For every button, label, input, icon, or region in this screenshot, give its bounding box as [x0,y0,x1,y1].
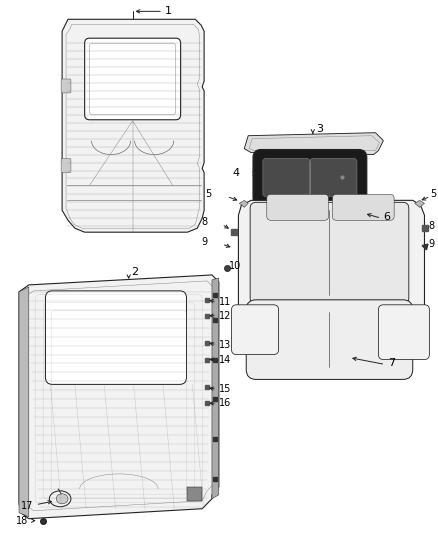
Polygon shape [62,19,204,232]
Text: 18: 18 [16,515,28,526]
FancyBboxPatch shape [61,79,71,93]
Text: 6: 6 [383,212,390,222]
Text: 4: 4 [232,168,240,179]
Text: 9: 9 [428,239,434,249]
Text: 17: 17 [21,500,33,511]
Text: 1: 1 [165,6,172,17]
FancyBboxPatch shape [310,158,357,196]
Polygon shape [187,487,202,501]
Text: 13: 13 [219,340,231,350]
FancyBboxPatch shape [250,203,409,304]
Text: 12: 12 [219,311,231,321]
Polygon shape [415,200,424,207]
Text: 16: 16 [219,398,231,408]
Text: 8: 8 [201,217,207,227]
Text: 15: 15 [219,384,231,394]
FancyBboxPatch shape [232,305,279,354]
Ellipse shape [56,494,68,504]
Polygon shape [244,133,383,155]
Polygon shape [212,278,219,499]
FancyBboxPatch shape [332,195,394,220]
FancyBboxPatch shape [61,158,71,173]
Text: 9: 9 [201,237,207,247]
Text: 3: 3 [316,124,323,134]
Text: 5: 5 [431,189,437,199]
Polygon shape [19,287,29,516]
Text: 5: 5 [205,189,211,199]
FancyBboxPatch shape [246,300,413,379]
Text: 2: 2 [131,267,138,277]
Polygon shape [238,200,424,328]
Polygon shape [240,200,248,207]
Text: 11: 11 [219,297,231,307]
FancyBboxPatch shape [263,158,310,196]
FancyBboxPatch shape [253,150,367,205]
FancyBboxPatch shape [378,305,429,360]
Text: 14: 14 [219,354,231,365]
Text: 7: 7 [388,359,396,368]
FancyBboxPatch shape [267,195,328,220]
FancyBboxPatch shape [85,38,180,120]
FancyBboxPatch shape [46,291,187,384]
Text: 10: 10 [229,261,241,271]
Polygon shape [19,275,219,519]
Text: 8: 8 [428,221,434,231]
